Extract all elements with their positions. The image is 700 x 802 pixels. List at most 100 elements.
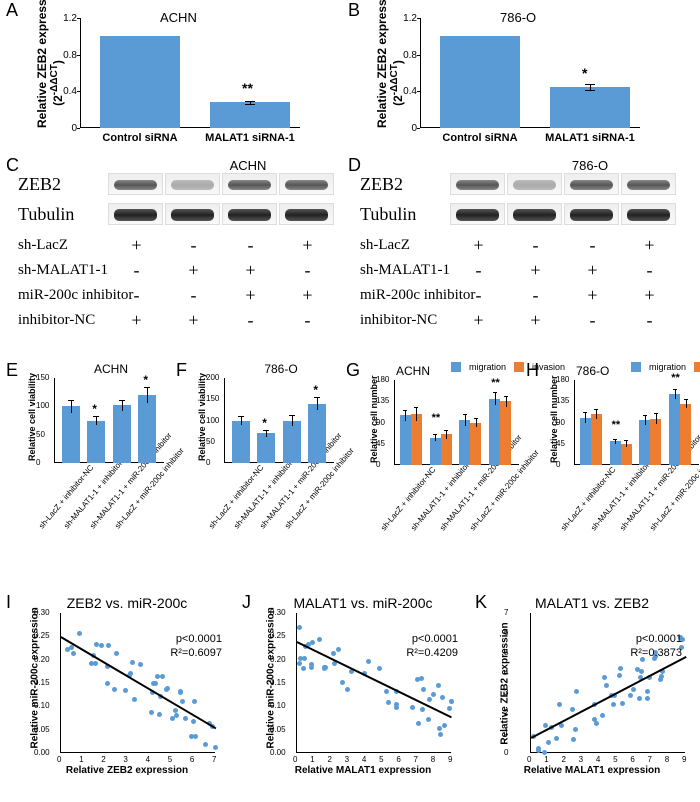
scatter-point <box>180 699 185 704</box>
chart-a: Relative ZEB2 expression(2-ΔΔCT) ACHN 00… <box>60 8 320 143</box>
bar <box>580 418 591 465</box>
scatter-point <box>71 651 76 656</box>
treat-mark: - <box>507 285 564 306</box>
wb-band <box>165 173 220 195</box>
bar <box>283 421 301 464</box>
scatter-title: ZEB2 vs. miR-200c <box>22 595 232 611</box>
bar <box>430 438 441 465</box>
bar <box>459 420 470 465</box>
scatter-point <box>191 719 196 724</box>
scatter-point <box>645 696 650 701</box>
r-squared: R²=0.4209 <box>406 647 458 659</box>
sig-mark: * <box>582 65 587 81</box>
bar <box>470 423 481 466</box>
scatter-point <box>431 692 436 697</box>
treat-mark: + <box>621 285 678 306</box>
bar <box>113 405 131 463</box>
treat-mark: + <box>108 310 165 331</box>
chart-b: Relative ZEB2 expression(2-ΔΔCT) 786-O 0… <box>400 8 660 143</box>
wb-band <box>108 203 163 225</box>
chart-a-ylabel: Relative ZEB2 expression(2-ΔΔCT) <box>35 38 65 128</box>
scatter-point <box>442 723 447 728</box>
wb-label: Tubulin <box>18 204 108 225</box>
treat-mark: - <box>564 235 621 256</box>
bar <box>400 415 411 465</box>
scatter-point <box>421 687 426 692</box>
scatter-point <box>394 702 399 707</box>
treat-mark: + <box>222 260 279 281</box>
scatter-point <box>192 699 197 704</box>
panel-label-j: J <box>242 592 251 613</box>
bar <box>441 434 452 465</box>
legend: migrationinvasion <box>631 362 700 372</box>
scatter-point <box>157 712 162 717</box>
bar <box>639 420 650 465</box>
scatter-point <box>645 689 650 694</box>
scatter-point <box>542 750 547 755</box>
scatter-point <box>559 723 564 728</box>
scatter-title: MALAT1 vs. miR-200c <box>258 595 468 611</box>
scatter-point <box>93 661 98 666</box>
western-d: 786-O ZEB2Tubulinsh-LacZ+--+sh-MALAT1-1-… <box>360 158 690 331</box>
scatter-point <box>331 651 336 656</box>
treat-mark: + <box>450 235 507 256</box>
wb-d-title: 786-O <box>490 158 690 173</box>
chart-g: ACHNmigrationinvasionRelative cell numbe… <box>366 362 526 562</box>
scatter-point <box>173 708 178 713</box>
scatter-xlabel: Relative MALAT1 expression <box>258 765 468 776</box>
scatter-point <box>611 702 616 707</box>
scatter-point <box>336 647 341 652</box>
scatter-point <box>377 666 382 671</box>
p-value: p<0.0001 <box>176 633 222 645</box>
treat-mark: + <box>507 260 564 281</box>
bar <box>500 401 511 465</box>
chart-b-ylabel: Relative ZEB2 expression(2-ΔΔCT) <box>375 38 405 128</box>
legend-label: migration <box>469 362 506 372</box>
scatter-xlabel: Relative ZEB2 expression <box>22 765 232 776</box>
r-squared: R²=0.3873 <box>630 647 682 659</box>
scatter-point <box>604 683 609 688</box>
treat-mark: - <box>222 235 279 256</box>
wb-band <box>507 203 562 225</box>
xcat: Control siRNA <box>430 132 530 144</box>
chart-title: 786-O <box>216 362 346 376</box>
sig-mark: ** <box>242 80 253 96</box>
chart-e: ACHNRelative cell viability050100150sh-L… <box>26 362 176 562</box>
bar <box>680 404 691 465</box>
treat-mark: + <box>564 285 621 306</box>
bar <box>411 414 422 465</box>
panel-label-i: I <box>6 592 11 613</box>
scatter-point <box>317 637 322 642</box>
scatter-point <box>77 631 82 636</box>
panel-label-e: E <box>6 360 18 381</box>
wb-label: ZEB2 <box>18 174 108 195</box>
scatter-point <box>420 707 425 712</box>
scatter-point <box>554 736 559 741</box>
panel-label-b: B <box>348 0 360 21</box>
scatter-point <box>138 662 143 667</box>
scatter-point <box>557 702 562 707</box>
scatter-point <box>155 674 160 679</box>
scatter-point <box>427 697 432 702</box>
bar <box>87 421 105 464</box>
treat-mark: - <box>621 260 678 281</box>
wb-band <box>450 203 505 225</box>
treat-mark: - <box>279 310 336 331</box>
chart-f: 786-ORelative cell viability050100150200… <box>196 362 346 562</box>
scatter-point <box>384 689 389 694</box>
scatter-point <box>574 689 579 694</box>
bar <box>440 36 520 128</box>
bar <box>610 441 621 465</box>
scatter-j: MALAT1 vs. miR-200cRelative miR-200c exp… <box>258 595 468 776</box>
scatter-point <box>631 687 636 692</box>
treat-mark: - <box>621 310 678 331</box>
bar <box>650 419 661 465</box>
bar <box>138 395 156 463</box>
scatter-point <box>345 687 350 692</box>
western-c: ACHN ZEB2Tubulinsh-LacZ+--+sh-MALAT1-1-+… <box>18 158 348 331</box>
scatter-point <box>310 640 315 645</box>
scatter-point <box>573 727 578 732</box>
bar <box>210 102 290 128</box>
wb-band <box>621 203 676 225</box>
scatter-point <box>637 696 642 701</box>
